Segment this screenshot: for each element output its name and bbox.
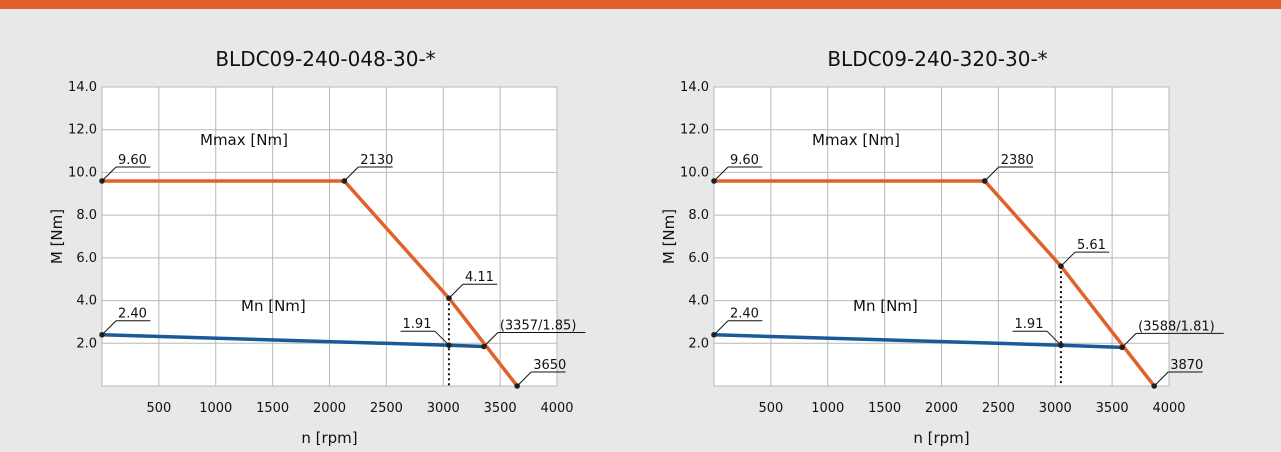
x-tick-label: 500 — [146, 401, 171, 416]
annotation-leader — [984, 166, 1000, 182]
y-tick-label: 10.0 — [680, 165, 709, 180]
annotation-leader — [713, 320, 729, 336]
y-axis-label: M [Nm] — [660, 209, 678, 264]
annotation-leader — [448, 283, 464, 299]
x-tick-label: 2500 — [370, 401, 403, 416]
annotation-label: 1.91 — [403, 317, 432, 332]
annotation-leader — [101, 320, 117, 336]
chart-title: BLDC09-240-320-30-* — [827, 47, 1047, 71]
y-tick-label: 4.0 — [688, 294, 709, 309]
annotation-label: 5.61 — [1077, 238, 1106, 253]
y-tick-label: 12.0 — [68, 123, 97, 138]
chart-2: 500 1000 1500 2000 2500 3000 3500 4000 2.0 4.0 6.0… — [660, 47, 1224, 447]
annotation-leader — [1121, 332, 1137, 348]
y-axis-label: M [Nm] — [48, 209, 66, 264]
x-axis-label: n [rpm] — [301, 429, 357, 447]
y-tick-label: 10.0 — [68, 165, 97, 180]
annotation-label: 2130 — [360, 153, 393, 168]
x-tick-label: 1000 — [811, 401, 844, 416]
annotation-leader — [343, 166, 359, 182]
x-tick-label: 4000 — [1152, 401, 1185, 416]
y-tick-label: 4.0 — [76, 294, 97, 309]
y-tick-label: 12.0 — [680, 123, 709, 138]
annotation-label: 3650 — [533, 358, 566, 373]
top-accent-bar — [0, 0, 1281, 9]
annotation-label: 1.91 — [1015, 317, 1044, 332]
y-tick-label: 6.0 — [688, 251, 709, 266]
annotation-leader — [713, 166, 729, 182]
x-tick-label: 3000 — [427, 401, 460, 416]
x-tick-label: 1500 — [868, 401, 901, 416]
series-label-mn: Mn [Nm] — [853, 297, 918, 315]
x-tick-label: 2500 — [982, 401, 1015, 416]
x-tick-label: 4000 — [540, 401, 573, 416]
y-tick-label: 8.0 — [76, 208, 97, 223]
annotation-leader — [1060, 251, 1076, 267]
annotation-leader — [483, 332, 499, 347]
y-tick-label: 2.0 — [688, 336, 709, 351]
series-label-mmax: Mmax [Nm] — [200, 131, 288, 149]
series-line-mmax — [714, 179, 1156, 388]
x-tick-label: 500 — [758, 401, 783, 416]
chart-title: BLDC09-240-048-30-* — [215, 47, 435, 71]
torque-speed-charts: 500 1000 1500 2000 2500 3000 3500 4000 2.0 4.0 6.0… — [48, 47, 1224, 447]
annotation-label: 3870 — [1170, 358, 1203, 373]
y-tick-label: 14.0 — [68, 80, 97, 95]
x-tick-label: 3000 — [1039, 401, 1072, 416]
series-label-mn: Mn [Nm] — [241, 297, 306, 315]
x-tick-label: 2000 — [313, 401, 346, 416]
annotation-leader — [1046, 330, 1062, 346]
annotation-label: 9.60 — [730, 153, 759, 168]
annotation-label: 2.40 — [730, 307, 759, 322]
annotation-label: (3588/1.81) — [1138, 319, 1215, 334]
annotation-label: 4.11 — [465, 270, 494, 285]
y-tick-label: 6.0 — [76, 251, 97, 266]
x-axis-label: n [rpm] — [913, 429, 969, 447]
annotation-leader — [101, 166, 117, 182]
chart-1: 500 1000 1500 2000 2500 3000 3500 4000 2.0 4.0 6.0… — [48, 47, 586, 447]
annotation-leader — [1153, 371, 1169, 387]
x-tick-label: 1000 — [199, 401, 232, 416]
annotation-leader — [516, 371, 532, 387]
y-tick-label: 14.0 — [680, 80, 709, 95]
annotation-label: 2.40 — [118, 307, 147, 322]
annotation-label: (3357/1.85) — [500, 318, 577, 333]
y-tick-label: 8.0 — [688, 208, 709, 223]
annotation-leader — [434, 330, 450, 346]
series-line-mmax — [102, 179, 519, 388]
y-tick-label: 2.0 — [76, 336, 97, 351]
x-tick-label: 3500 — [1096, 401, 1129, 416]
x-tick-label: 2000 — [925, 401, 958, 416]
annotation-label: 9.60 — [118, 153, 147, 168]
series-label-mmax: Mmax [Nm] — [812, 131, 900, 149]
annotation-label: 2380 — [1001, 153, 1034, 168]
x-tick-label: 1500 — [256, 401, 289, 416]
x-tick-label: 3500 — [484, 401, 517, 416]
